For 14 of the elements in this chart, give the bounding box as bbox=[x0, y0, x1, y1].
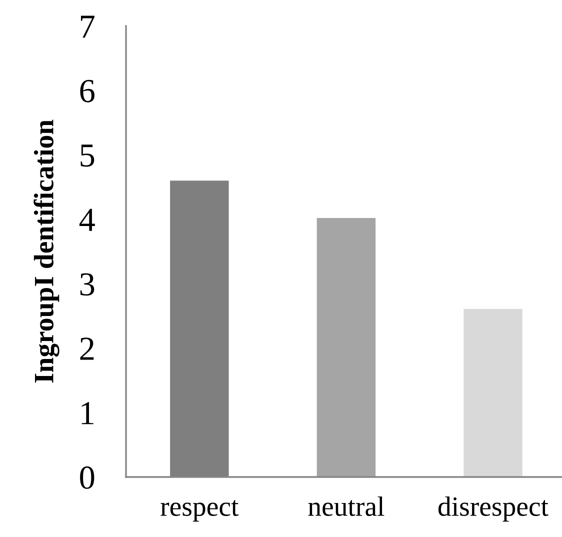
y-tick-label: 3 bbox=[80, 273, 94, 296]
x-tick-label: respect bbox=[160, 500, 239, 522]
bar bbox=[316, 218, 376, 477]
y-tick-label: 6 bbox=[80, 80, 94, 102]
y-tick-label: 4 bbox=[79, 208, 95, 231]
y-tick-label: 1 bbox=[82, 402, 94, 424]
bar bbox=[464, 308, 522, 477]
y-tick-label: 7 bbox=[80, 16, 94, 38]
y-tick-label: 5 bbox=[80, 144, 94, 167]
y-tick-label: 0 bbox=[80, 466, 94, 489]
x-tick-label: neutral bbox=[308, 496, 384, 516]
y-tick-label: 2 bbox=[80, 338, 94, 360]
y-axis-title: IngroupI dentification bbox=[34, 120, 60, 383]
x-tick-label: disrespect bbox=[438, 496, 548, 522]
